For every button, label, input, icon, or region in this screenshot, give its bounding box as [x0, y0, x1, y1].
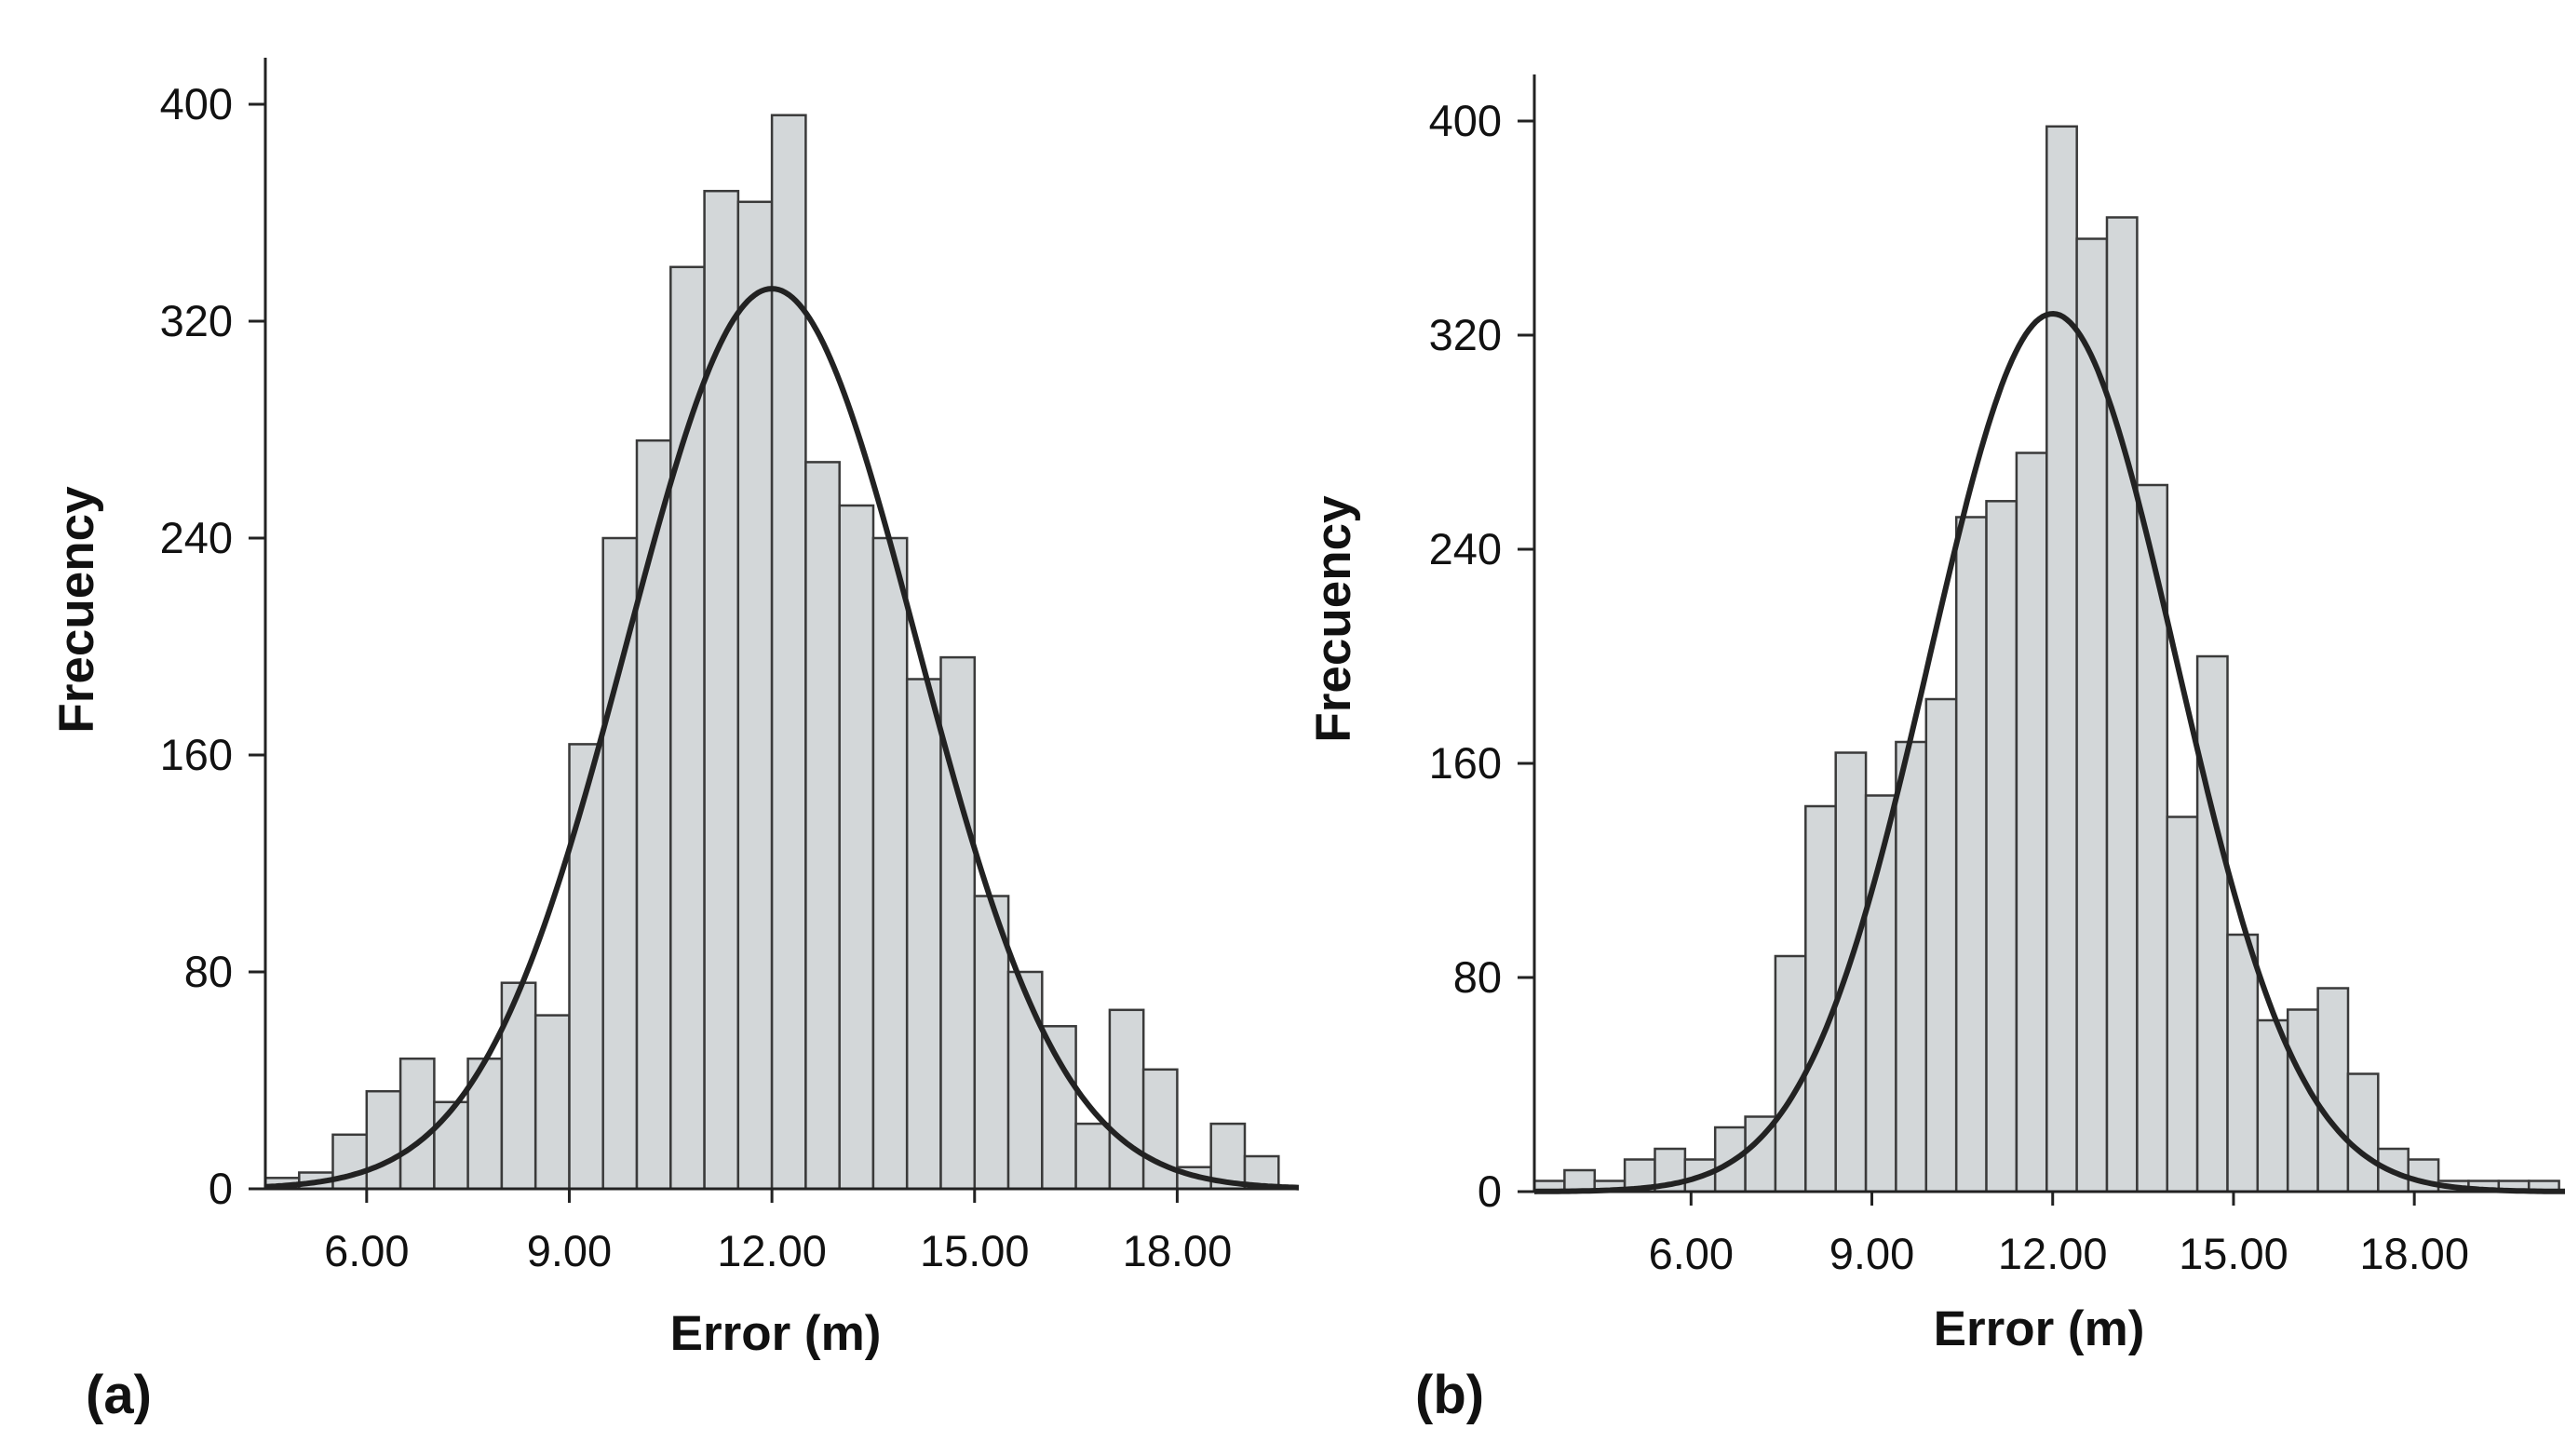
chart-b-bar — [1774, 954, 1807, 1193]
chart-b-bar — [2226, 933, 2260, 1193]
chart-a-bar — [1108, 1008, 1145, 1191]
chart-b-x-tick-label: 12.00 — [1998, 1229, 2108, 1278]
chart-b-bar — [2015, 452, 2048, 1193]
chart-a-y-tick-label: 320 — [160, 296, 233, 345]
chart-b-y-tick-label: 320 — [1429, 310, 1502, 359]
chart-a-normal-curve — [264, 286, 1300, 1191]
chart-b-bar — [2105, 216, 2139, 1193]
chart-a-bar — [838, 504, 875, 1191]
chart-a-bar — [939, 655, 977, 1191]
chart-b-normal-curve — [1533, 310, 2565, 1194]
chart-b-bar — [2166, 816, 2199, 1193]
chart-b-bar — [2256, 1018, 2289, 1193]
chart-a-bar — [770, 114, 807, 1191]
chart-a-x-tick-label: 6.00 — [324, 1226, 409, 1275]
chart-a-y-ticks: 0 80 160 240 320 400 — [160, 79, 265, 1213]
chart-b-bar — [2075, 237, 2109, 1193]
chart-a-bar — [1006, 970, 1044, 1191]
chart-a-bar — [1041, 1025, 1077, 1191]
chart-a-x-tick-label: 18.00 — [1123, 1226, 1233, 1275]
chart-a-y-axis-title: Frecuency — [49, 486, 104, 734]
chart-b-panel-label: (b) — [1415, 1365, 1484, 1425]
chart-b-x-tick-label: 6.00 — [1649, 1229, 1734, 1278]
chart-b-bar — [2045, 125, 2078, 1193]
chart-a-x-ticks: 6.00 9.00 12.00 15.00 18.00 — [324, 1189, 1232, 1275]
chart-b-bars — [1532, 125, 2560, 1193]
chart-b-y-ticks: 0 80 160 240 320 400 — [1429, 96, 1534, 1216]
chart-b-bar — [1954, 516, 1988, 1193]
chart-a-bar — [905, 678, 942, 1191]
chart-a-x-axis-title: Error (m) — [670, 1306, 882, 1361]
chart-b-bar — [1985, 500, 2018, 1193]
chart-a-bar — [398, 1057, 436, 1191]
chart-a-y-tick-label: 0 — [209, 1164, 233, 1213]
chart-b-y-tick-label: 0 — [1478, 1166, 1502, 1216]
chart-a-y-tick-label: 160 — [160, 730, 233, 779]
chart-a-bar — [365, 1089, 402, 1191]
chart-b-x-ticks: 6.00 9.00 12.00 15.00 18.00 — [1649, 1192, 2469, 1278]
chart-b-bar — [2195, 654, 2229, 1193]
chart-a-bar — [804, 461, 841, 1191]
chart-a-y-tick-label: 240 — [160, 513, 233, 562]
chart-b-bar — [1804, 804, 1837, 1193]
chart-b-bar — [2316, 987, 2350, 1193]
chart-a-bar — [601, 536, 639, 1191]
chart-a-bar — [433, 1100, 469, 1191]
chart-b-x-axis-title: Error (m) — [1934, 1301, 2145, 1356]
chart-b-bar — [1924, 697, 1958, 1193]
chart-b-x-tick-label: 9.00 — [1829, 1229, 1914, 1278]
chart-a-bar — [533, 1014, 571, 1191]
chart-a-x-tick-label: 9.00 — [527, 1226, 612, 1275]
chart-a-x-tick-label: 12.00 — [717, 1226, 827, 1275]
chart-b-bar — [1895, 740, 1928, 1193]
chart-a-x-tick-label: 15.00 — [920, 1226, 1030, 1275]
chart-a-bar — [736, 200, 774, 1191]
chart-b-bar — [1834, 751, 1868, 1193]
chart-a-bars — [263, 114, 1280, 1191]
chart-b-y-tick-label: 80 — [1453, 952, 1502, 1002]
chart-a-y-tick-label: 80 — [184, 947, 233, 996]
chart-b-x-tick-label: 18.00 — [2359, 1229, 2469, 1278]
chart-b-y-tick-label: 400 — [1429, 96, 1502, 145]
chart-a-bar — [568, 743, 605, 1191]
chart-b-x-tick-label: 15.00 — [2179, 1229, 2288, 1278]
chart-a-panel-label: (a) — [86, 1365, 152, 1425]
chart-b-y-axis-title: Frecuency — [1306, 495, 1361, 743]
chart-a-y-tick-label: 400 — [160, 79, 233, 128]
chart-b-bar — [2346, 1072, 2380, 1193]
chart-b-y-tick-label: 160 — [1429, 738, 1502, 788]
chart-a-bar — [669, 265, 706, 1191]
chart-b-y-tick-label: 240 — [1429, 524, 1502, 573]
chart-a-bar — [871, 536, 909, 1191]
chart-a-bar — [1074, 1122, 1112, 1191]
